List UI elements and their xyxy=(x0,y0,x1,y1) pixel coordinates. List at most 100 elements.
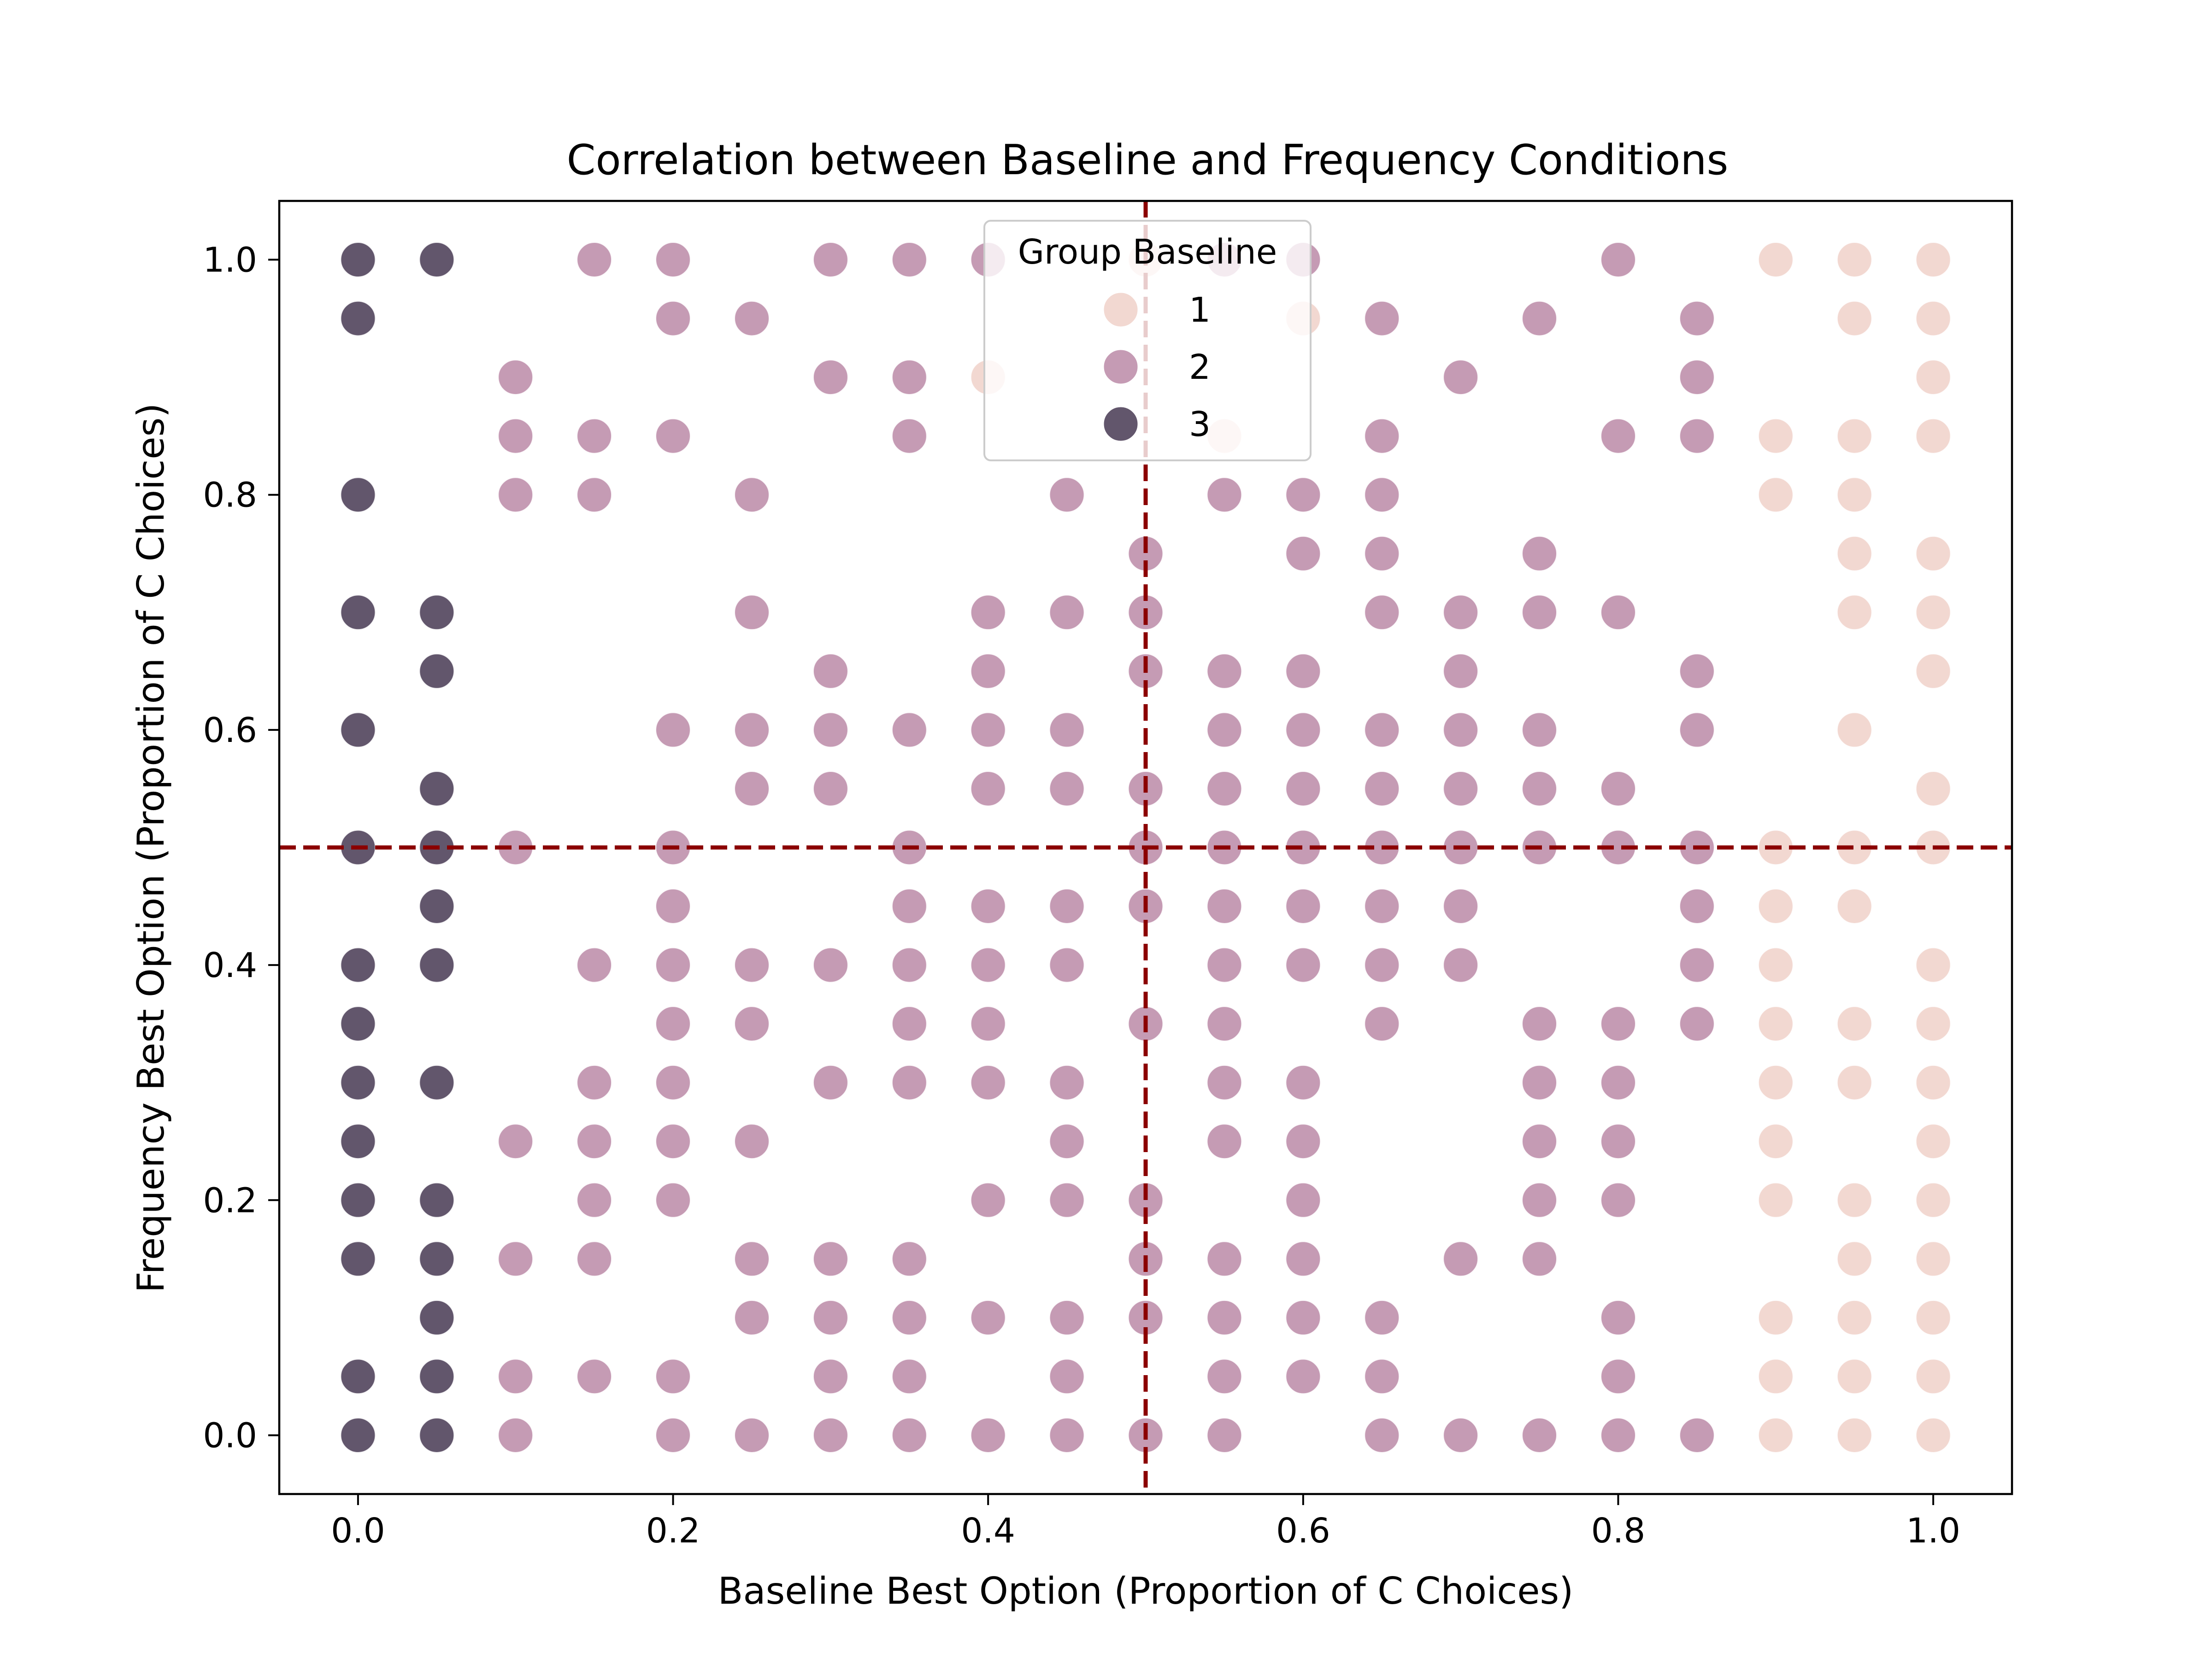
data-point xyxy=(1364,712,1400,748)
data-point xyxy=(1836,1358,1873,1395)
data-point xyxy=(576,947,613,983)
data-point xyxy=(970,1064,1006,1101)
data-point xyxy=(734,1417,770,1453)
data-point xyxy=(1285,1358,1322,1395)
data-point xyxy=(1757,1182,1794,1218)
data-point xyxy=(970,1299,1006,1336)
data-point xyxy=(1600,1299,1636,1336)
y-tick-label: 0.4 xyxy=(203,946,257,985)
data-point xyxy=(1364,771,1400,807)
data-point xyxy=(1600,1006,1636,1042)
data-point xyxy=(1757,1417,1794,1453)
data-point xyxy=(1364,1299,1400,1336)
data-point xyxy=(1048,594,1085,631)
data-point xyxy=(891,1299,928,1336)
data-point xyxy=(1521,1123,1558,1160)
data-point xyxy=(576,477,613,513)
data-point xyxy=(734,947,770,983)
data-point xyxy=(1285,947,1322,983)
data-point xyxy=(1915,1358,1952,1395)
data-point xyxy=(891,241,928,278)
data-point xyxy=(1678,1417,1715,1453)
data-point xyxy=(1915,1006,1952,1042)
data-point xyxy=(418,241,455,278)
data-point xyxy=(812,1241,849,1277)
data-point xyxy=(1206,712,1243,748)
data-point xyxy=(970,712,1006,748)
data-point xyxy=(1757,1358,1794,1395)
data-point xyxy=(812,1064,849,1101)
data-point xyxy=(1678,418,1715,454)
data-point xyxy=(1915,1064,1952,1101)
data-point xyxy=(418,771,455,807)
data-point xyxy=(1757,418,1794,454)
data-point xyxy=(1206,477,1243,513)
data-point xyxy=(1048,888,1085,924)
data-point xyxy=(418,1358,455,1395)
data-point xyxy=(1521,1064,1558,1101)
data-point xyxy=(1285,1123,1322,1160)
data-point xyxy=(418,1417,455,1453)
data-point xyxy=(340,947,377,983)
x-tick-label: 0.0 xyxy=(331,1511,385,1551)
data-point xyxy=(418,594,455,631)
data-point xyxy=(1442,771,1479,807)
data-point xyxy=(1285,477,1322,513)
data-point xyxy=(734,477,770,513)
data-point xyxy=(1678,359,1715,396)
data-point xyxy=(1600,771,1636,807)
data-point xyxy=(1364,888,1400,924)
data-point xyxy=(1442,594,1479,631)
data-point xyxy=(1364,535,1400,572)
legend-entries: 1 2 3 xyxy=(1102,290,1211,444)
data-point xyxy=(1521,1417,1558,1453)
data-point xyxy=(1048,1123,1085,1160)
data-point xyxy=(1364,418,1400,454)
data-point xyxy=(340,1006,377,1042)
data-point xyxy=(497,1358,534,1395)
x-tick-label: 0.2 xyxy=(646,1511,700,1551)
data-point xyxy=(1048,947,1085,983)
data-point xyxy=(655,1064,691,1101)
data-point xyxy=(1364,1358,1400,1395)
data-point xyxy=(340,300,377,337)
data-point xyxy=(1678,1006,1715,1042)
data-point xyxy=(1836,1006,1873,1042)
data-point xyxy=(1757,477,1794,513)
data-point xyxy=(1836,241,1873,278)
data-point xyxy=(734,1241,770,1277)
data-point xyxy=(970,1417,1006,1453)
data-point xyxy=(1521,1006,1558,1042)
data-point xyxy=(576,241,613,278)
data-point xyxy=(970,1006,1006,1042)
data-point xyxy=(734,1006,770,1042)
data-point xyxy=(1206,653,1243,689)
data-point xyxy=(734,1123,770,1160)
data-point xyxy=(655,947,691,983)
data-point xyxy=(1206,1241,1243,1277)
data-point xyxy=(497,418,534,454)
data-point xyxy=(970,653,1006,689)
data-point xyxy=(970,888,1006,924)
data-point xyxy=(1836,418,1873,454)
legend-marker xyxy=(1102,348,1139,385)
data-point xyxy=(340,712,377,748)
data-point xyxy=(1836,1241,1873,1277)
data-point xyxy=(1678,947,1715,983)
data-point xyxy=(1757,947,1794,983)
data-point xyxy=(655,888,691,924)
data-point xyxy=(1600,418,1636,454)
legend-label: 3 xyxy=(1189,405,1211,444)
data-point xyxy=(1915,653,1952,689)
data-point xyxy=(1364,594,1400,631)
data-point xyxy=(497,1241,534,1277)
data-point xyxy=(812,1299,849,1336)
data-point xyxy=(970,771,1006,807)
data-point xyxy=(1285,712,1322,748)
data-point xyxy=(1836,535,1873,572)
series-group-3 xyxy=(340,241,455,1453)
data-point xyxy=(1600,1417,1636,1453)
data-point xyxy=(418,1299,455,1336)
data-point xyxy=(1757,1299,1794,1336)
